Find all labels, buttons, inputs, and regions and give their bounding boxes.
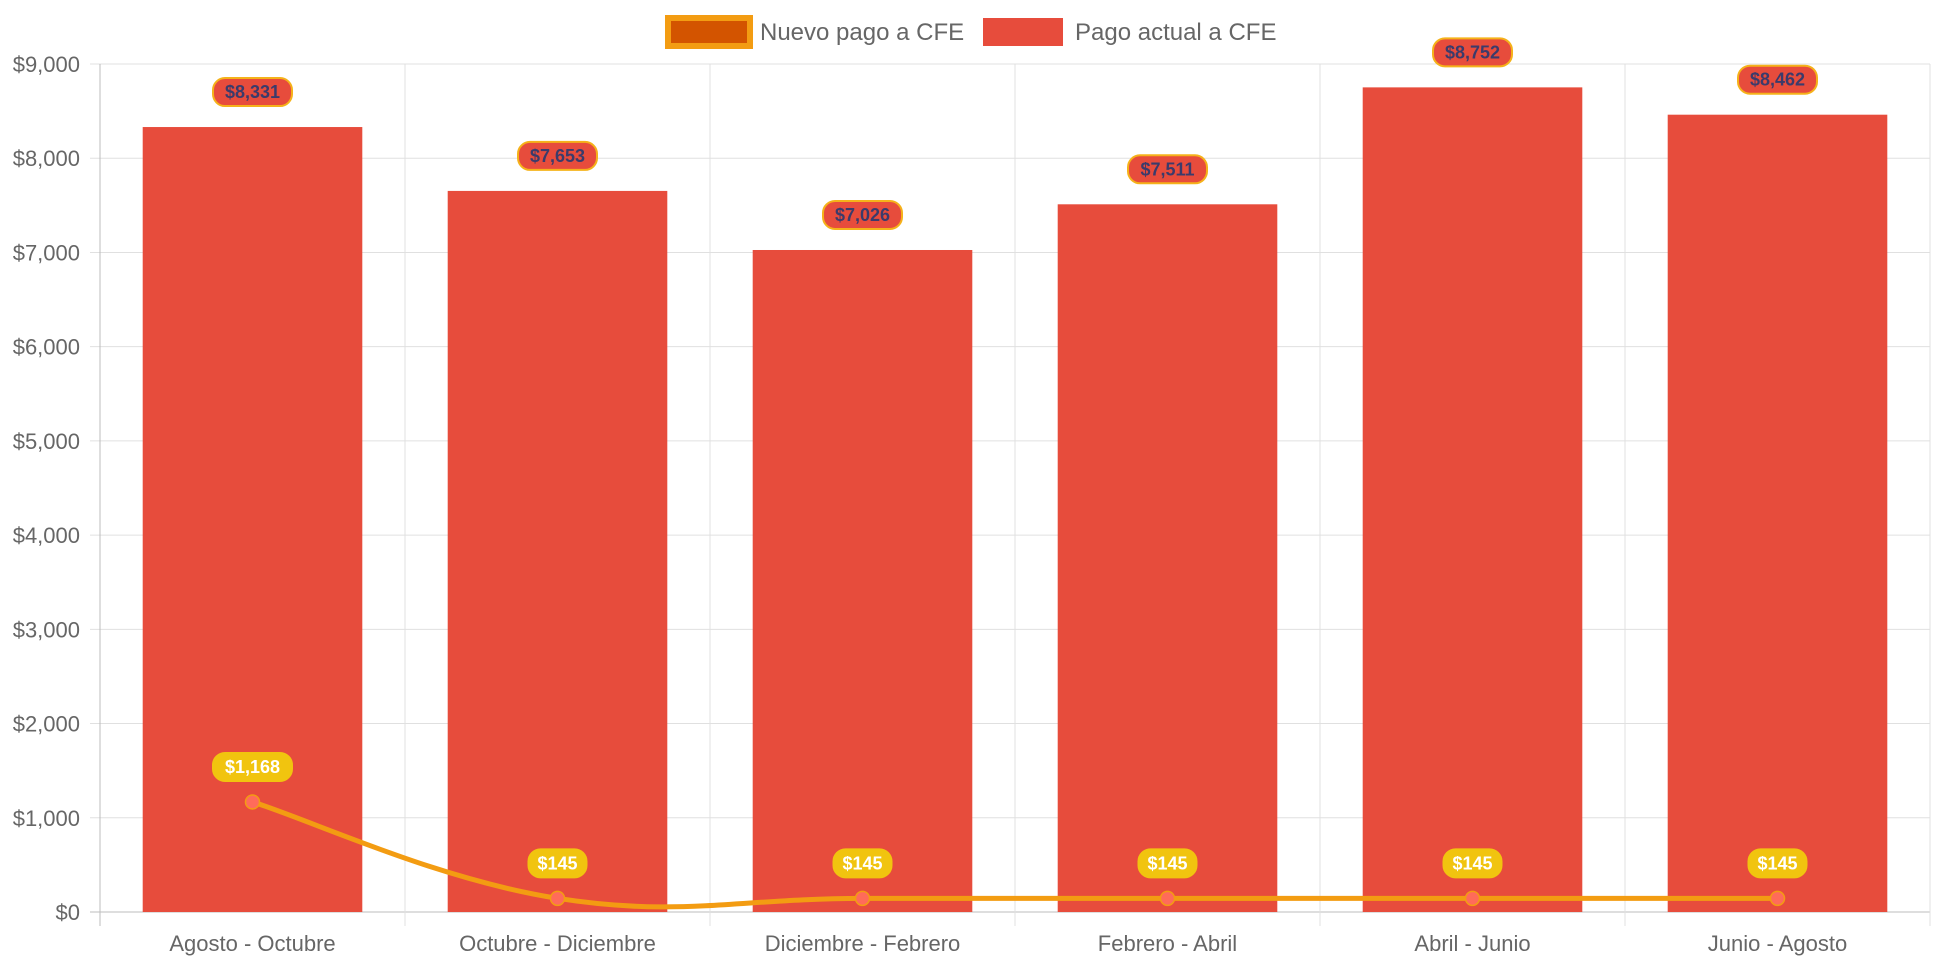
bar-data-label-text: $8,331 (225, 82, 280, 102)
line-data-label-text: $145 (1147, 853, 1187, 873)
x-tick-label: Febrero - Abril (1098, 931, 1237, 956)
bar-data-label: $7,026 (822, 199, 903, 230)
line-data-label-text: $145 (842, 853, 882, 873)
bar-data-label-box (1432, 37, 1513, 68)
x-tick-label: Agosto - Octubre (169, 931, 335, 956)
line-data-label-text: $145 (537, 853, 577, 873)
y-axis: $0 $1,000 $2,000 $3,000 $4,000 $5,000 $6,000 $7… (13, 52, 80, 925)
bar-data-label: $7,511 (1127, 154, 1208, 185)
line-data-label-box (1747, 848, 1808, 879)
line-point (1159, 890, 1176, 907)
bar-data-label-text: $7,026 (835, 205, 890, 225)
x-tick-label: Junio - Agosto (1708, 931, 1847, 956)
bar-data-label-box (517, 140, 598, 171)
line-data-labels: $1,168 $145 $145 $145 $145 $145 (212, 751, 1808, 879)
x-axis: Agosto - Octubre Octubre - Diciembre Dicie… (169, 931, 1847, 956)
line-data-label: $1,168 (212, 751, 293, 782)
line-data-label: $145 (1747, 848, 1808, 879)
bar-data-label-box (822, 199, 903, 230)
legend-label: Pago actual a CFE (1075, 19, 1276, 46)
y-tick-label: $7,000 (13, 240, 80, 265)
bar-data-label: $8,752 (1432, 37, 1513, 68)
line-data-label-box (1137, 848, 1198, 879)
x-tick-label: Abril - Junio (1414, 931, 1530, 956)
legend-swatch (665, 15, 753, 49)
bar (1057, 204, 1278, 913)
y-tick-label: $5,000 (13, 429, 80, 454)
line-point (549, 890, 566, 907)
legend: Nuevo pago a CFE Pago actual a CFE (665, 15, 1276, 49)
line-data-label-box (527, 848, 588, 879)
bar-data-label-text: $8,462 (1750, 70, 1805, 90)
line-data-label: $145 (1442, 848, 1503, 879)
line-data-label-text: $1,168 (225, 757, 280, 777)
bar-data-label-box (1127, 154, 1208, 185)
bar-data-label-text: $8,752 (1445, 42, 1500, 62)
line-data-label-box (1442, 848, 1503, 879)
line-point (854, 890, 871, 907)
line-data-label-box (832, 848, 893, 879)
bar-series (142, 87, 1888, 913)
line-point (1464, 890, 1481, 907)
series-line (251, 799, 1778, 910)
line-data-label: $145 (527, 848, 588, 879)
bar-data-label: $7,653 (517, 140, 598, 171)
bar-data-label-box (212, 77, 293, 108)
bar-data-label: $8,331 (212, 77, 293, 108)
y-tick-label: $4,000 (13, 523, 80, 548)
line-data-label: $145 (1137, 848, 1198, 879)
line-data-label-box (212, 751, 293, 782)
line-point (1769, 890, 1786, 907)
y-tick-label: $9,000 (13, 52, 80, 77)
y-tick-label: $8,000 (13, 146, 80, 171)
bar-data-label-text: $7,653 (530, 146, 585, 166)
bar-data-labels: $8,331 $7,653 $7,026 $7,511 $8,752 $8,462 (212, 37, 1818, 230)
legend-item-nuevo-pago[interactable]: Nuevo pago a CFE (665, 15, 964, 49)
line-data-label-text: $145 (1757, 853, 1797, 873)
bar (447, 190, 668, 912)
bar-data-label-box (1737, 64, 1818, 95)
legend-item-pago-actual[interactable]: Pago actual a CFE (983, 18, 1276, 46)
bar-data-label: $8,462 (1737, 64, 1818, 95)
y-tick-label: $6,000 (13, 335, 80, 360)
y-tick-label: $3,000 (13, 617, 80, 642)
line-point (244, 794, 261, 810)
line-data-label: $145 (832, 848, 893, 879)
x-tick-label: Octubre - Diciembre (459, 931, 656, 956)
line-series (244, 794, 1786, 910)
y-tick-label: $1,000 (13, 806, 80, 831)
bar (752, 249, 973, 913)
grid (90, 63, 1931, 926)
legend-label: Nuevo pago a CFE (760, 19, 964, 46)
y-tick-label: $0 (56, 900, 80, 925)
line-data-label-text: $145 (1452, 853, 1492, 873)
legend-swatch (983, 18, 1063, 46)
bar-data-label-text: $7,511 (1140, 159, 1194, 179)
bar (1667, 114, 1888, 913)
y-tick-label: $2,000 (13, 712, 80, 737)
x-tick-label: Diciembre - Febrero (765, 931, 961, 956)
bar (1362, 87, 1583, 912)
